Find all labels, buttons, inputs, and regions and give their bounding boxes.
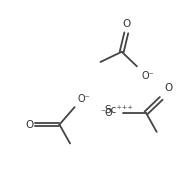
Text: Sc⁺⁺⁺: Sc⁺⁺⁺ — [104, 105, 133, 115]
Text: O⁻: O⁻ — [142, 71, 154, 81]
Text: O: O — [122, 19, 130, 29]
Text: ⁻O: ⁻O — [100, 108, 113, 118]
Text: O: O — [25, 120, 33, 129]
Text: O⁻: O⁻ — [78, 94, 90, 104]
Text: O: O — [164, 83, 172, 93]
